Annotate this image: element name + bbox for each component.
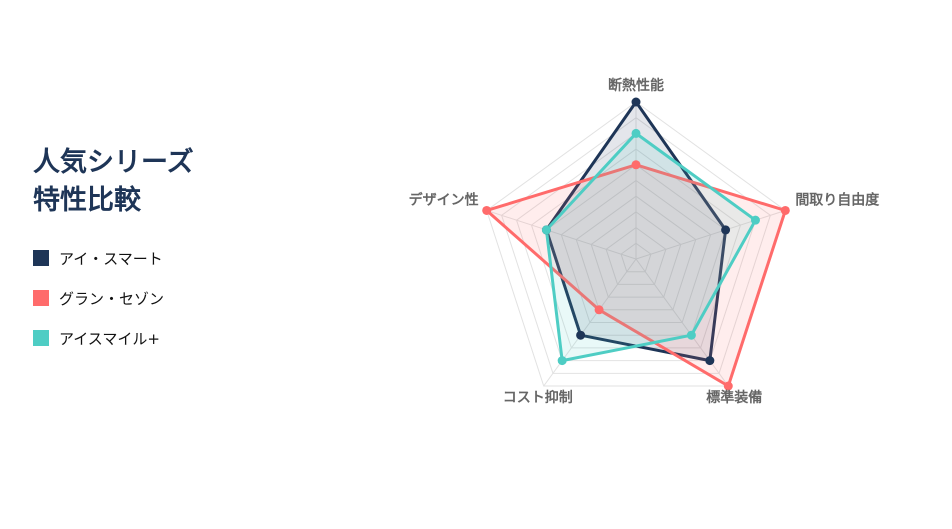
grid-ring [605, 226, 667, 285]
title-line-2: 特性比較 [33, 185, 141, 216]
data-point-1-0 [631, 160, 641, 170]
series-area-2 [544, 131, 757, 363]
legend-swatch [33, 290, 49, 306]
data-point-1-4 [482, 205, 492, 215]
legend-label: グラン・セゾン [59, 289, 165, 308]
data-point-2-1 [750, 215, 760, 225]
legend-swatch [33, 330, 49, 346]
legend-item[interactable]: グラン・セゾン [33, 288, 164, 308]
axis-label: 断熱性能 [608, 77, 664, 94]
grid-spoke [635, 210, 786, 260]
legend-item[interactable]: アイ・スマート [33, 248, 164, 268]
legend-swatch [33, 250, 49, 266]
grid-ring [575, 195, 697, 311]
grid-ring [620, 242, 652, 273]
data-point-2-0 [631, 128, 641, 138]
axis-label: デザイン性 [409, 191, 479, 208]
legend: アイ・スマート グラン・セゾン アイスマイル+ [33, 248, 164, 368]
grid-spoke [635, 258, 729, 387]
data-point-0-2 [705, 356, 715, 366]
data-point-0-1 [721, 225, 731, 235]
data-point-1-1 [780, 205, 790, 215]
series-area-1 [485, 163, 787, 388]
data-point-2-2 [686, 330, 696, 340]
legend-label: アイスマイル+ [59, 329, 160, 348]
axis-label: 標準装備 [706, 389, 762, 406]
chart-title: 人気シリーズ 特性比較 [33, 144, 194, 220]
grid-spoke [543, 258, 637, 387]
axis-label: 間取り自由度 [795, 191, 880, 208]
grid-ring [590, 211, 682, 298]
data-point-1-2 [723, 381, 733, 391]
grid-spoke [486, 210, 637, 260]
data-point-0-3 [576, 330, 586, 340]
data-point-2-3 [557, 356, 567, 366]
legend-label: アイ・スマート [59, 249, 163, 268]
data-point-0-0 [631, 97, 641, 107]
data-point-2-4 [541, 225, 551, 235]
title-line-1: 人気シリーズ [33, 147, 194, 178]
grid-ring [486, 101, 786, 387]
axis-label: コスト抑制 [503, 389, 573, 406]
legend-item[interactable]: アイスマイル+ [33, 328, 164, 348]
grid-ring [545, 164, 727, 336]
grid-ring [560, 179, 712, 324]
data-point-1-3 [594, 305, 604, 315]
grid-ring [530, 148, 742, 349]
